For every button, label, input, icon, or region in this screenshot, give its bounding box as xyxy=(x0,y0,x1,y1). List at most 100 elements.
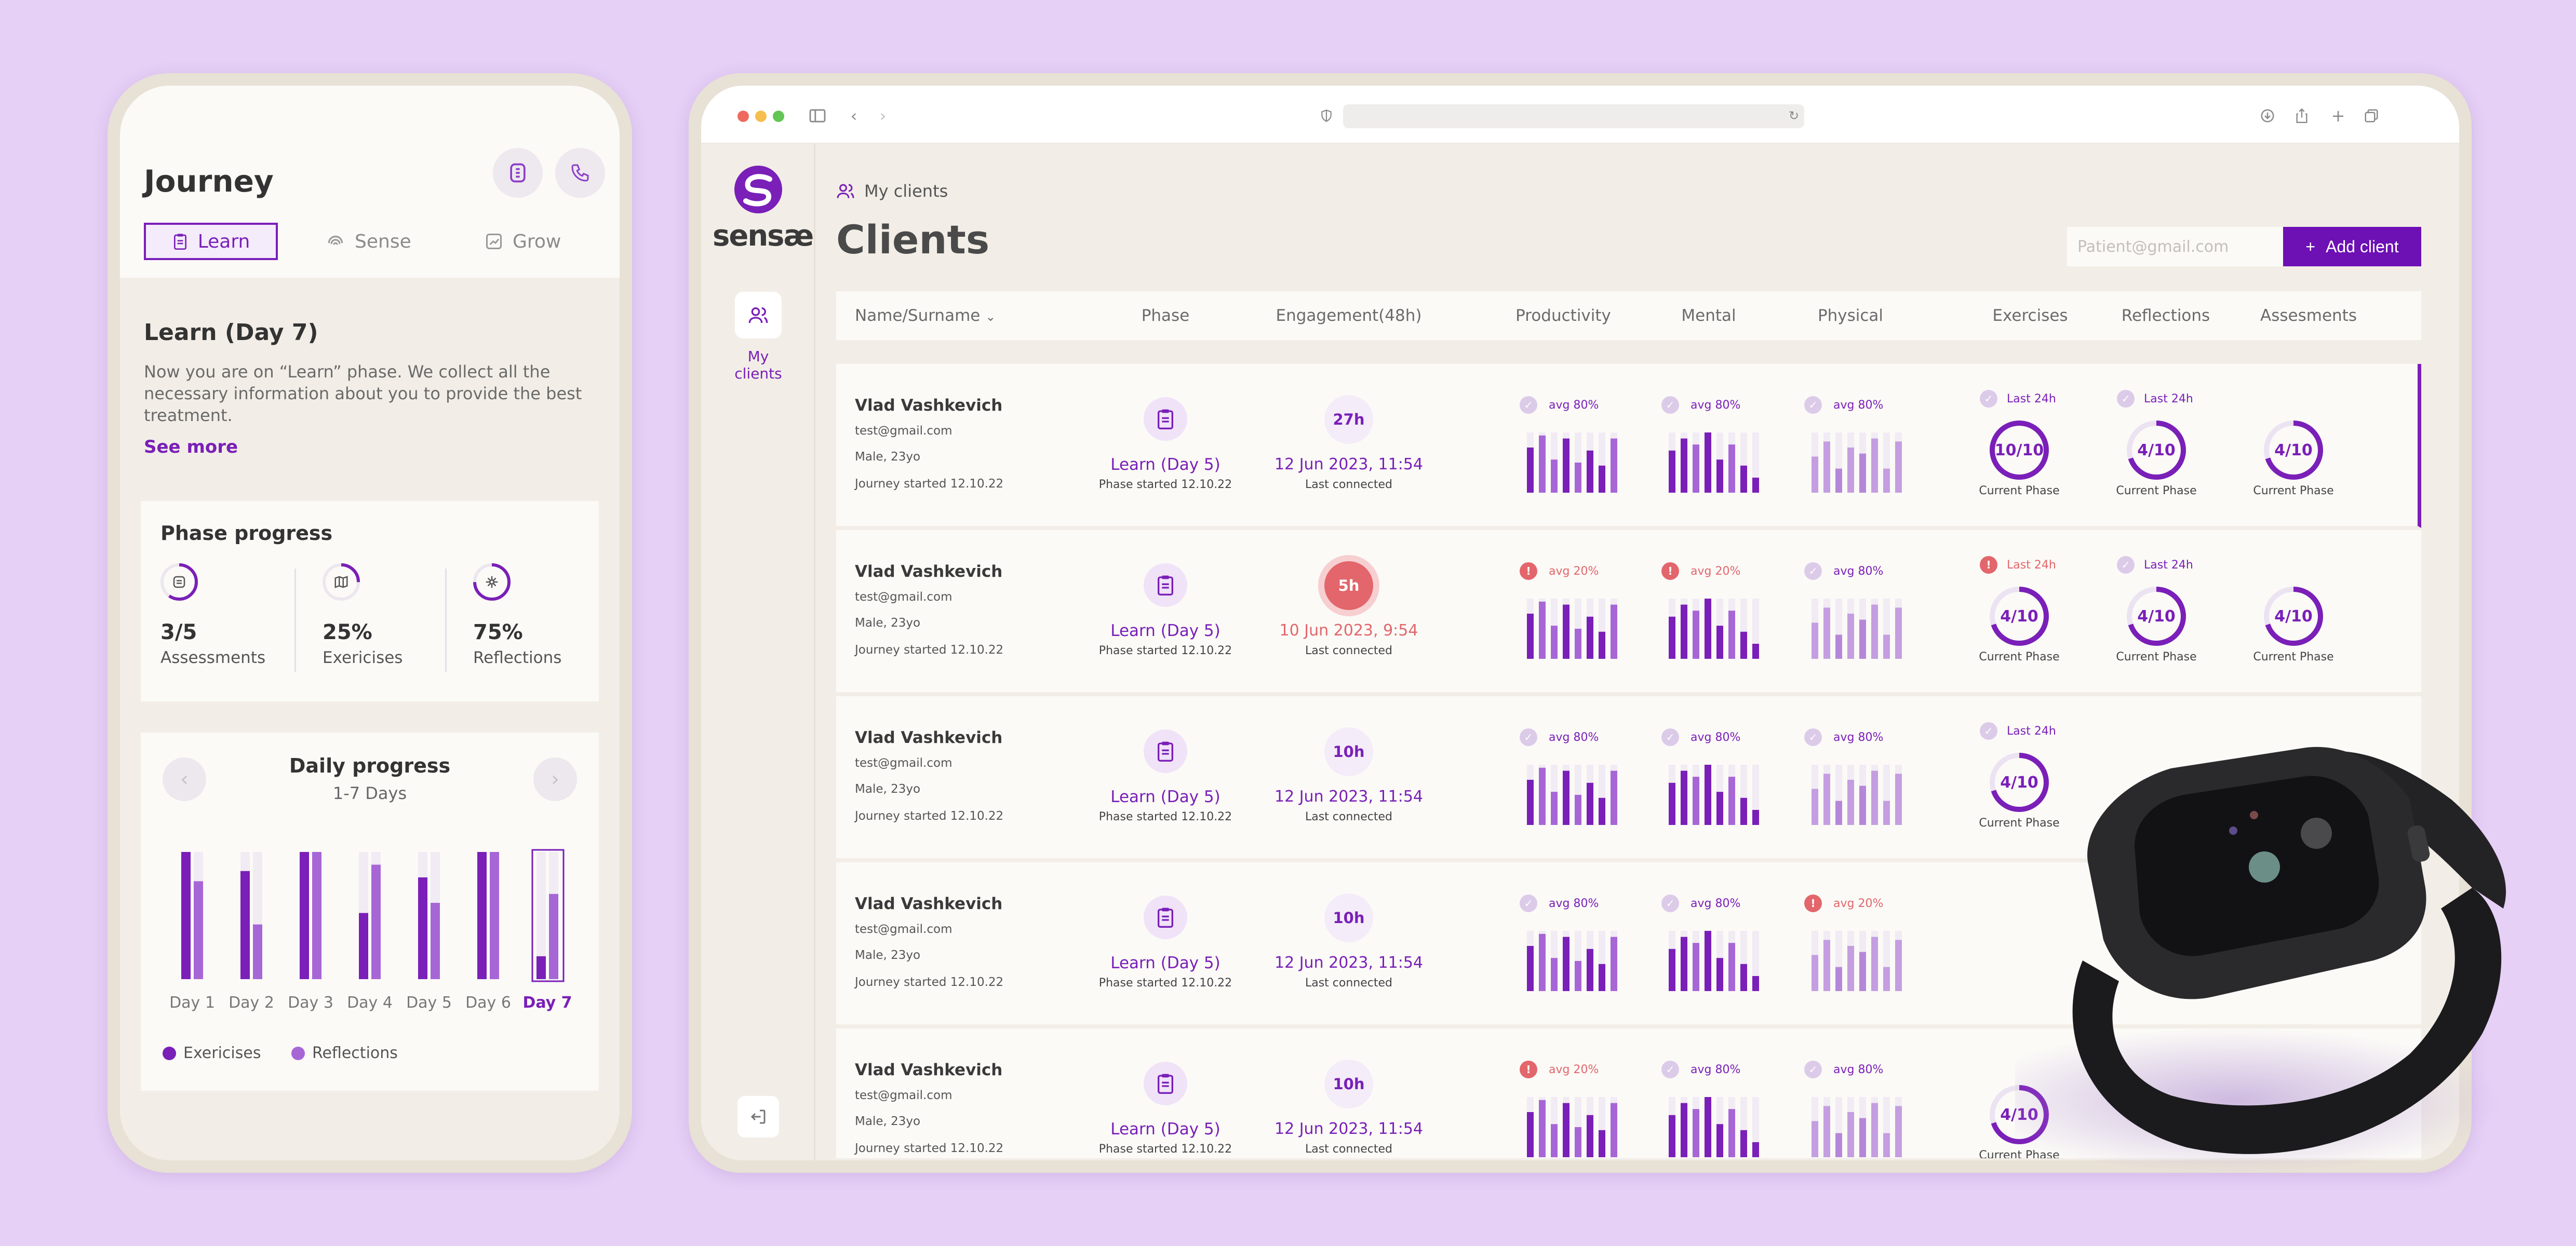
column-header-exercises[interactable]: Exercises xyxy=(1992,306,2068,325)
client-name[interactable]: Vlad Vashkevich xyxy=(855,1061,1003,1079)
check-icon: ✓ xyxy=(1804,1061,1822,1078)
metric-bars xyxy=(1812,1092,1905,1158)
client-journey: Journey started 12.10.22 xyxy=(855,976,1004,989)
check-icon: ✓ xyxy=(1980,722,1997,740)
shield-icon[interactable] xyxy=(1314,103,1339,128)
day-label: Day 4 xyxy=(347,994,393,1012)
metric-bar xyxy=(1847,448,1854,493)
column-header-assesments[interactable]: Assesments xyxy=(2260,306,2357,325)
see-more-link[interactable]: See more xyxy=(144,437,238,457)
card-title: Phase progress xyxy=(160,522,333,545)
minimize-window-button[interactable] xyxy=(755,111,767,122)
check-icon: ✓ xyxy=(1661,396,1679,414)
table-row[interactable]: Vlad Vashkevich test@gmail.com Male, 23yo J… xyxy=(836,364,2421,528)
clipboard-icon xyxy=(1144,563,1187,607)
stat-value: 75% xyxy=(473,620,523,644)
logo-text: sensæ xyxy=(713,219,814,253)
day-label: Day 1 xyxy=(169,994,215,1012)
metric-bar xyxy=(1669,949,1675,991)
last-connected-label: Last connected xyxy=(1305,810,1393,823)
last-connected-label: Last connected xyxy=(1305,977,1393,990)
back-arrow-icon[interactable]: ‹ xyxy=(850,106,857,126)
selected-day-highlight[interactable] xyxy=(531,849,565,982)
sensor-button[interactable] xyxy=(493,148,543,198)
sidebar-toggle-icon[interactable] xyxy=(805,103,830,128)
metric-bar xyxy=(1871,604,1878,659)
column-header-reflections[interactable]: Reflections xyxy=(2121,306,2210,325)
column-header-engagement[interactable]: Engagement(48h) xyxy=(1276,306,1422,325)
metric-bar xyxy=(1728,1109,1735,1157)
current-phase-label: Current Phase xyxy=(2116,651,2197,663)
metric-bar xyxy=(1859,619,1866,659)
metric-average: avg 80% xyxy=(1691,398,1741,412)
column-header-productivity[interactable]: Productivity xyxy=(1515,306,1611,325)
mini-bar-chart xyxy=(1812,765,1902,825)
metric-bar xyxy=(1895,940,1902,991)
search-input[interactable] xyxy=(2067,227,2283,266)
metric-average: avg 80% xyxy=(1691,730,1741,744)
metric-bar xyxy=(1575,1127,1581,1157)
clipboard-icon xyxy=(1144,729,1187,773)
metric-bar xyxy=(1740,797,1747,825)
call-button[interactable] xyxy=(555,148,605,198)
metric-bar xyxy=(1740,631,1747,659)
completion-ring: 4/10 xyxy=(1987,584,2051,648)
metric-bar xyxy=(1823,940,1830,991)
column-header-phase[interactable]: Phase xyxy=(1141,306,1190,325)
maximize-window-button[interactable] xyxy=(773,111,784,122)
forward-arrow-icon[interactable]: › xyxy=(879,106,887,126)
column-header-name[interactable]: Name/Surname ⌄ xyxy=(855,291,996,340)
digital-crown[interactable] xyxy=(2406,824,2431,863)
share-icon[interactable] xyxy=(2289,103,2314,128)
metric-summary: ✓ avg 80% xyxy=(1661,728,1740,746)
metric-bar xyxy=(1681,770,1687,825)
phone-icon xyxy=(571,164,589,182)
flower-icon xyxy=(486,576,498,588)
breadcrumb-label[interactable]: My clients xyxy=(864,181,948,201)
metric-bar xyxy=(1728,777,1735,825)
tab-learn[interactable]: Learn xyxy=(144,223,278,260)
logout-button[interactable] xyxy=(737,1096,779,1137)
client-name[interactable]: Vlad Vashkevich xyxy=(855,396,1003,415)
add-client-button[interactable]: + Add client xyxy=(2283,227,2421,266)
metric-average: avg 80% xyxy=(1833,1063,1884,1076)
day-bar-group: Day 3 xyxy=(288,852,333,1012)
metric-bar xyxy=(1705,599,1711,659)
card-title: Daily progress xyxy=(289,754,451,777)
column-header-physical[interactable]: Physical xyxy=(1817,306,1884,325)
table-row[interactable]: Vlad Vashkevich test@gmail.com Male, 23yo J… xyxy=(836,530,2421,694)
sidebar-item-my-clients[interactable]: My clients xyxy=(723,292,794,382)
check-icon: ✓ xyxy=(1804,396,1822,414)
address-bar[interactable] xyxy=(1343,104,1804,128)
tab-grow[interactable]: Grow xyxy=(485,223,561,260)
new-tab-icon[interactable]: + xyxy=(2331,106,2345,126)
watch-band xyxy=(2072,888,2502,1154)
client-journey: Journey started 12.10.22 xyxy=(855,1142,1004,1155)
metric-bars xyxy=(1812,926,1905,993)
client-name[interactable]: Vlad Vashkevich xyxy=(855,728,1003,747)
mini-bar-chart xyxy=(1527,931,1617,991)
reload-icon[interactable]: ↻ xyxy=(1788,109,1800,123)
metric-bar xyxy=(1716,792,1723,825)
stat-label: Assessments xyxy=(160,648,266,667)
stat-value: 25% xyxy=(323,620,372,644)
tab-sense[interactable]: Sense xyxy=(326,223,411,260)
last-connected-date: 10 Jun 2023, 9:54 xyxy=(1279,621,1418,640)
download-icon[interactable] xyxy=(2255,103,2280,128)
metric-bar xyxy=(1527,448,1534,493)
client-name[interactable]: Vlad Vashkevich xyxy=(855,895,1003,913)
close-window-button[interactable] xyxy=(737,111,749,122)
column-header-mental[interactable]: Mental xyxy=(1681,306,1736,325)
tabs-overview-icon[interactable] xyxy=(2359,103,2384,128)
next-week-button[interactable]: › xyxy=(533,757,577,801)
tab-label: Sense xyxy=(355,231,411,252)
metric-bar xyxy=(1599,631,1605,659)
legend-swatch xyxy=(163,1046,176,1060)
alert-icon: ! xyxy=(1804,895,1822,912)
exercises-bar xyxy=(240,871,250,979)
client-name[interactable]: Vlad Vashkevich xyxy=(855,562,1003,581)
day-label: Day 7 xyxy=(522,994,572,1012)
day-bar-group: Day 7 xyxy=(522,849,572,1012)
prev-week-button[interactable]: ‹ xyxy=(163,757,206,801)
metric-summary: ✓ avg 80% xyxy=(1520,728,1599,746)
